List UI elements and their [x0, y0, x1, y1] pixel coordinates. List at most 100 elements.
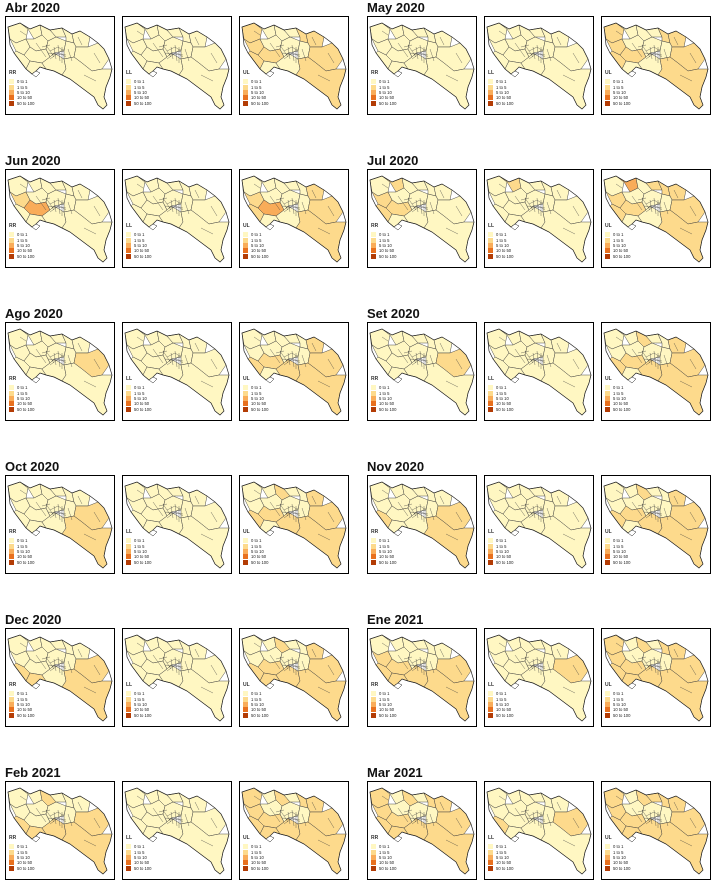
canton-boundary — [532, 658, 536, 672]
legend-item: 50 to 100 — [9, 559, 34, 565]
canton-boundary — [653, 44, 657, 62]
canton-boundary — [631, 348, 643, 364]
legend-swatch — [371, 701, 376, 707]
legend-swatch — [126, 691, 131, 697]
legend-swatch — [605, 696, 610, 702]
canton-boundary — [83, 227, 97, 235]
legend-swatch — [9, 390, 14, 396]
canton-boundary — [562, 74, 576, 82]
canton-boundary — [679, 74, 693, 82]
legend-item: 5 to 10 — [605, 242, 630, 248]
canton-boundary — [631, 501, 643, 517]
canton-boundary — [269, 348, 281, 364]
canton-boundary — [381, 489, 389, 495]
choropleth-map — [124, 22, 230, 110]
canton-boundary — [429, 201, 435, 215]
legend-label: 1 to 5 — [379, 237, 390, 243]
canton-boundary — [174, 656, 178, 674]
legend-item: 0 to 1 — [126, 385, 151, 391]
country-outline — [7, 175, 113, 263]
legend-swatch — [9, 100, 14, 106]
country-outline — [603, 22, 709, 110]
canton-boundary — [530, 511, 546, 517]
country-outline — [241, 22, 347, 110]
canton-boundary — [174, 809, 178, 827]
canton-boundary — [514, 42, 526, 58]
canton-boundary — [53, 505, 57, 519]
gulf-water — [510, 682, 520, 690]
legend-item: 10 to 50 — [488, 860, 513, 866]
legend-item: 0 to 1 — [243, 385, 268, 391]
legend-item: 10 to 50 — [243, 248, 268, 254]
legend-label: 10 to 50 — [379, 248, 395, 254]
canton-boundary — [445, 686, 459, 694]
legend-item: 1 to 5 — [243, 237, 268, 243]
canton-boundary — [532, 46, 536, 60]
legend-swatch — [605, 253, 610, 259]
legend-label: 1 to 5 — [134, 849, 145, 855]
canton-boundary — [200, 380, 214, 388]
legend-label: 10 to 50 — [251, 707, 267, 713]
legend-swatch — [488, 95, 493, 101]
canton-boundary — [200, 227, 214, 235]
legend-swatch — [9, 696, 14, 702]
legend-swatch — [243, 849, 248, 855]
canton-boundary — [285, 664, 301, 670]
canton-boundary — [649, 505, 653, 519]
canton-boundary — [275, 809, 285, 813]
legend-swatch — [243, 253, 248, 259]
canton-boundary — [439, 189, 445, 199]
canton-boundary — [174, 503, 178, 521]
legend-item: 10 to 50 — [371, 248, 396, 254]
canton-boundary — [407, 44, 417, 58]
canton-boundary — [200, 686, 214, 694]
canton-boundary — [631, 807, 643, 823]
legend-item: 1 to 5 — [371, 543, 396, 549]
legend-swatch — [605, 707, 610, 713]
legend-label: 5 to 10 — [613, 395, 626, 401]
legend-label: 10 to 50 — [379, 401, 395, 407]
panel-label: LL — [488, 835, 495, 841]
legend-label: 0 to 1 — [134, 691, 145, 697]
legend-item: 5 to 10 — [371, 854, 396, 860]
canton-boundary — [514, 807, 526, 823]
legend-swatch — [488, 406, 493, 412]
legend-swatch — [488, 691, 493, 697]
canton-boundary — [136, 642, 144, 648]
legend-label: 1 to 5 — [134, 390, 145, 396]
legend-swatch — [9, 248, 14, 254]
canton-boundary — [184, 48, 190, 62]
canton-boundary — [170, 811, 174, 825]
legend-label: 50 to 100 — [251, 712, 269, 718]
country-outline — [369, 787, 475, 875]
canton-boundary — [200, 533, 214, 541]
country-outline — [486, 787, 592, 875]
legend-item: 1 to 5 — [243, 543, 268, 549]
legend-swatch — [243, 543, 248, 549]
canton-boundary — [381, 795, 389, 801]
legend-item: 1 to 5 — [126, 84, 151, 90]
canton-boundary — [647, 817, 663, 823]
canton-boundary — [35, 348, 47, 364]
canton-boundary — [637, 503, 647, 507]
legend-label: 50 to 100 — [496, 253, 514, 259]
legend-label: 10 to 50 — [251, 95, 267, 101]
legend-swatch — [488, 707, 493, 713]
legend-item: 5 to 10 — [488, 395, 513, 401]
panel-label: LL — [126, 70, 133, 76]
legend-label: 5 to 10 — [379, 89, 392, 95]
legend-swatch — [605, 712, 610, 718]
canton-boundary — [649, 811, 653, 825]
canton-boundary — [200, 839, 214, 847]
legend-item: 1 to 5 — [126, 543, 151, 549]
canton-boundary — [653, 809, 657, 827]
legend-item: 1 to 5 — [9, 696, 34, 702]
legend-item: 1 to 5 — [488, 237, 513, 243]
